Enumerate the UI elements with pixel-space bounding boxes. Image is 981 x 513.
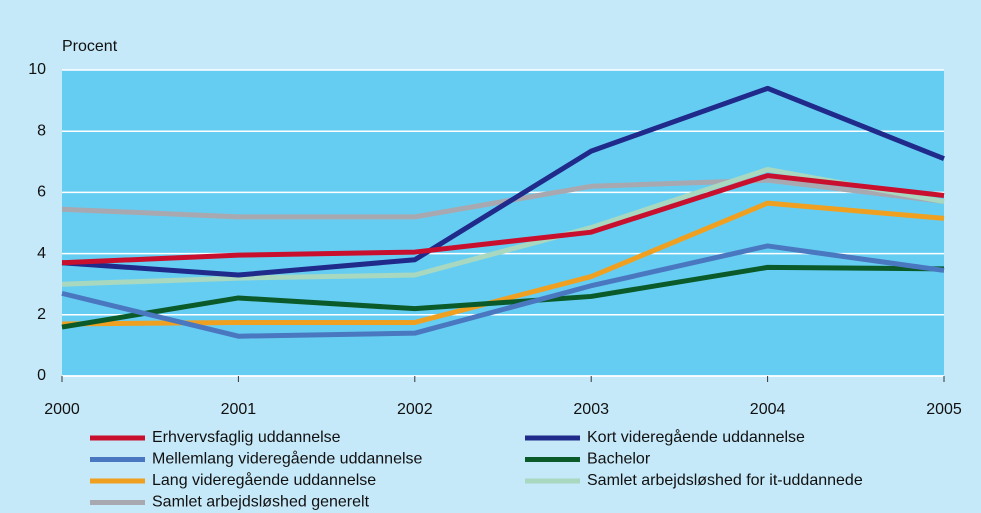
plot-area — [62, 70, 944, 376]
legend-label: Erhvervsfaglig uddannelse — [152, 429, 341, 446]
y-tick-label: 8 — [37, 122, 46, 139]
y-tick-label: 0 — [37, 367, 46, 384]
series-line — [61, 177, 945, 220]
y-tick-label: 6 — [37, 184, 46, 201]
x-tick-label: 2003 — [573, 401, 609, 418]
y-tick-label: 4 — [37, 245, 46, 262]
y-tick-label: 10 — [28, 61, 46, 78]
x-tick-label: 2004 — [750, 401, 786, 418]
legend-label: Mellemlang videregående uddannelse — [152, 450, 423, 468]
x-tick-label: 2005 — [926, 401, 962, 418]
series-line — [61, 173, 945, 266]
x-tick-label: 2001 — [221, 401, 257, 418]
series-line — [61, 200, 945, 327]
legend-label: Bachelor — [587, 451, 651, 468]
series-line — [61, 264, 945, 330]
series-line — [61, 166, 945, 287]
legend-label: Kort videregående uddannelse — [587, 428, 805, 446]
x-tick-label: 2002 — [397, 401, 433, 418]
y-tick-label: 2 — [37, 306, 46, 323]
x-tick-label: 2000 — [44, 401, 80, 418]
legend-label: Samlet arbejdsløshed for it-uddannede — [587, 472, 863, 489]
legend-label: Samlet arbejdsløshed generelt — [152, 494, 370, 511]
series-line — [61, 243, 945, 339]
legend-label: Lang videregående uddannelse — [152, 471, 376, 489]
series-line — [61, 85, 945, 278]
y-axis-label: Procent — [62, 38, 118, 55]
